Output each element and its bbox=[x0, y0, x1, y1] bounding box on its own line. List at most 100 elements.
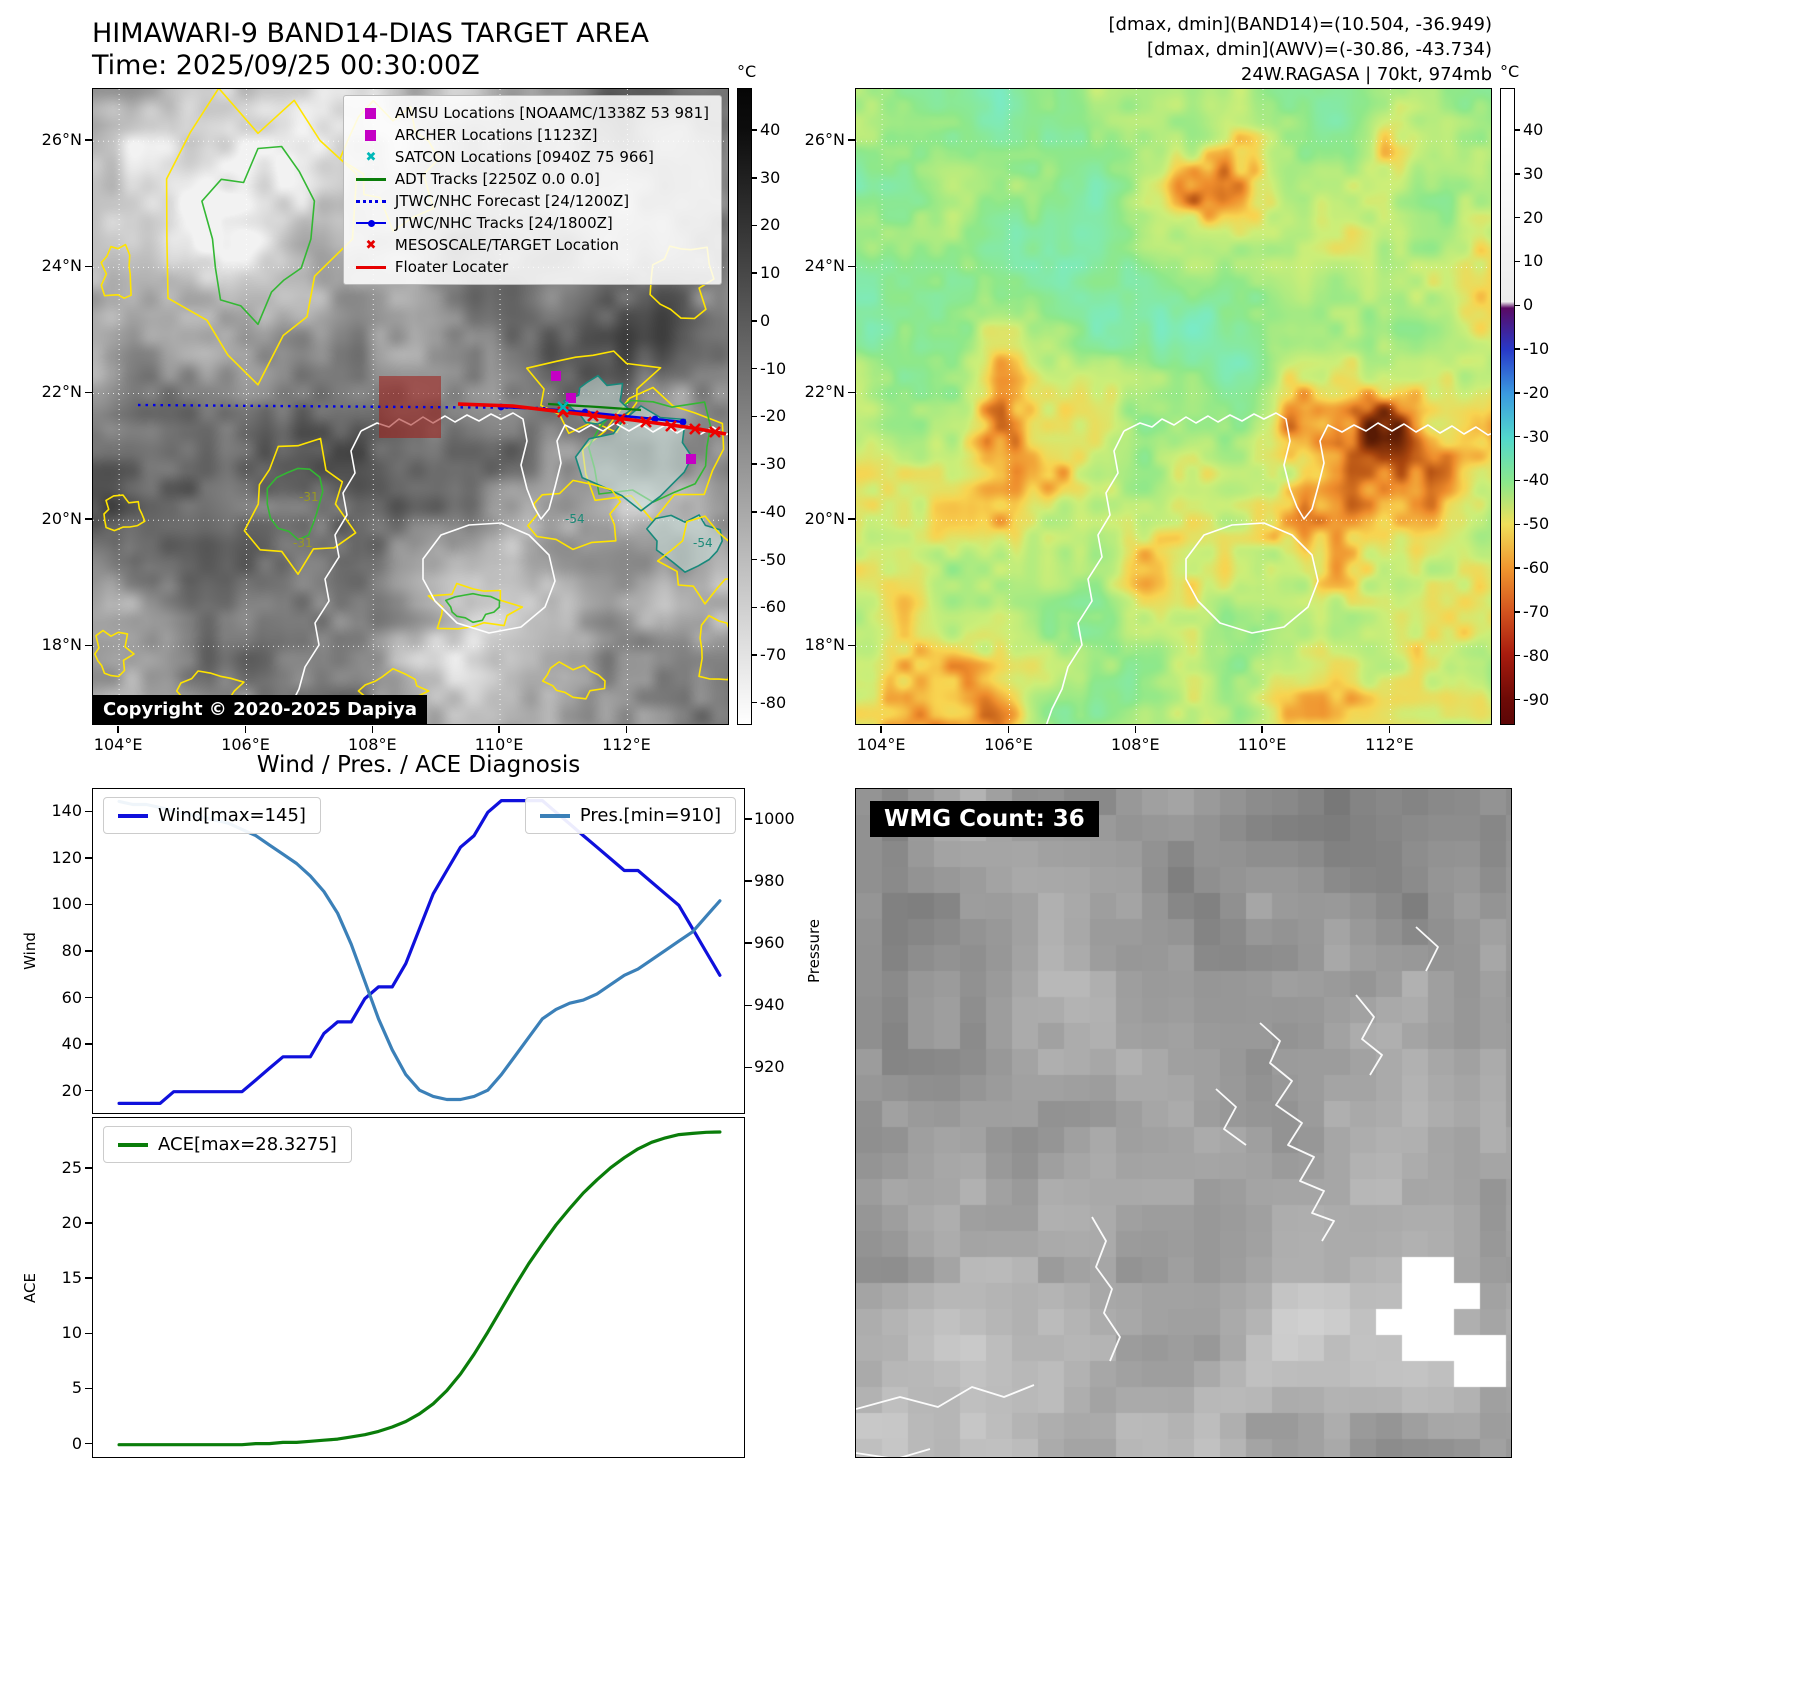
awv-colorbar-tick: 30 bbox=[1523, 163, 1544, 183]
pressure-axis-tick: 920 bbox=[754, 1057, 785, 1077]
coastline bbox=[1045, 430, 1125, 724]
band14-colorbar-tick: 0 bbox=[760, 310, 771, 330]
contour-value-label: -31 bbox=[293, 536, 313, 550]
ir-contour bbox=[201, 145, 316, 326]
jtwc-track-point bbox=[679, 418, 687, 426]
jtwc-track-point bbox=[651, 415, 659, 423]
legend-item-label: MESOSCALE/TARGET Location bbox=[394, 236, 619, 254]
band14-lat-tick: 26°N bbox=[41, 130, 82, 150]
ace-plot bbox=[117, 1130, 722, 1447]
pressure-axis-tickmark bbox=[745, 1004, 752, 1007]
band14-lon-tick: 104°E bbox=[93, 735, 143, 754]
awv-lat-tick: 22°N bbox=[804, 382, 845, 402]
jtwc-forecast-track bbox=[137, 403, 549, 410]
wind-legend: Wind[max=145] bbox=[103, 797, 321, 834]
coastline bbox=[1355, 994, 1383, 1076]
band14-colorbar-tickmark bbox=[752, 558, 757, 561]
mesoscale-target-marker bbox=[587, 410, 599, 422]
band14-colorbar-tickmark bbox=[752, 129, 757, 131]
band14-colorbar-tickmark bbox=[752, 511, 757, 513]
line-dot-blue-icon bbox=[356, 216, 386, 230]
awv-colorbar-tick: -90 bbox=[1523, 689, 1550, 709]
awv-colorbar-tickmark bbox=[1515, 523, 1520, 526]
awv-lat-tickmark bbox=[848, 139, 855, 141]
wind-pressure-chart: Wind[max=145] Pres.[min=910] bbox=[92, 788, 745, 1114]
band14-colorbar-tickmark bbox=[752, 367, 757, 370]
mesoscale-target-marker bbox=[640, 416, 652, 428]
awv-lat-tickmark bbox=[848, 391, 855, 394]
wind-pressure-plot bbox=[117, 799, 722, 1105]
ace-axis-tick: 25 bbox=[61, 1157, 82, 1177]
band14-colorbar-tickmark bbox=[752, 272, 757, 274]
wmg-microwave-image bbox=[856, 789, 1511, 1457]
mesoscale-target-marker bbox=[665, 420, 677, 432]
storm-info-block: [dmax, dmin](BAND14)=(10.504, -36.949) [… bbox=[900, 12, 1492, 87]
band14-colorbar-tickmark bbox=[752, 463, 757, 465]
band14-colorbar-tickmark bbox=[752, 415, 757, 418]
awv-colorbar-tickmark bbox=[1515, 567, 1520, 569]
contour-value-label: -31 bbox=[299, 490, 319, 504]
awv-colorbar-tick: 40 bbox=[1523, 120, 1544, 140]
awv-colorbar-tick: 20 bbox=[1523, 207, 1544, 227]
band14-lon-tick: 110°E bbox=[474, 735, 524, 754]
band14-colorbar-tick: -70 bbox=[760, 644, 787, 664]
legend-item-label: AMSU Locations [NOAAMC/1338Z 53 981] bbox=[394, 104, 709, 122]
awv-colorbar-tickmark bbox=[1515, 216, 1520, 219]
amsu-archer-marker bbox=[551, 371, 561, 381]
band14-colorbar-unit: °C bbox=[737, 62, 757, 81]
ir-contour bbox=[574, 405, 693, 512]
line-green-icon bbox=[356, 172, 386, 186]
line-red-icon bbox=[356, 260, 386, 274]
ir-contour bbox=[266, 467, 324, 541]
band14-lat-tickmark bbox=[85, 139, 92, 141]
ace-axis-tickmark bbox=[85, 1332, 92, 1335]
ace-legend-swatch bbox=[118, 1142, 148, 1147]
wind-axis-tickmark bbox=[85, 857, 92, 859]
band14-map-overlay: -54 -54 -31 -31 bbox=[93, 89, 728, 724]
wmg-panel: WMG Count: 36 bbox=[855, 788, 1512, 1458]
ace-axis-tick: 20 bbox=[61, 1212, 82, 1232]
wind-axis-tick: 20 bbox=[61, 1080, 82, 1100]
ace-axis-tickmark bbox=[85, 1387, 92, 1390]
wind-axis-tick: 60 bbox=[61, 987, 82, 1007]
coastline bbox=[282, 430, 362, 724]
coastline bbox=[1215, 1088, 1247, 1146]
band14-colorbar-tickmark bbox=[752, 320, 757, 322]
legend-item-label: SATCON Locations [0940Z 75 966] bbox=[394, 148, 654, 166]
awv-lon-tick: 112°E bbox=[1365, 735, 1414, 754]
legend-item-label: JTWC/NHC Tracks [24/1800Z] bbox=[394, 214, 613, 232]
wind-legend-swatch bbox=[118, 813, 148, 818]
wind-axis-tickmark bbox=[85, 1089, 92, 1092]
awv-colorbar-tickmark bbox=[1515, 260, 1520, 263]
wind-axis-tickmark bbox=[85, 996, 92, 999]
wind-axis-tick: 140 bbox=[51, 801, 82, 821]
awv-colorbar-tick: -30 bbox=[1523, 426, 1550, 446]
coastline bbox=[1091, 1216, 1121, 1362]
pressure-axis-tickmark bbox=[745, 818, 752, 820]
coastline bbox=[1415, 926, 1439, 972]
coastline bbox=[1259, 1022, 1335, 1242]
band14-lon-tickmark bbox=[371, 726, 374, 733]
legend-item: ✖ MESOSCALE/TARGET Location bbox=[356, 236, 709, 254]
awv-colorbar-tick: 0 bbox=[1523, 295, 1534, 315]
ace-axis-tick: 10 bbox=[61, 1323, 82, 1343]
band14-colorbar-tick: -30 bbox=[760, 454, 787, 474]
coastline bbox=[1185, 522, 1319, 634]
awv-colorbar bbox=[1500, 88, 1515, 725]
band14-panel-title: HIMAWARI-9 BAND14-DIAS TARGET AREA bbox=[92, 18, 649, 49]
awv-colorbar-tick: -60 bbox=[1523, 558, 1550, 578]
band14-colorbar bbox=[737, 88, 752, 725]
awv-colorbar-tickmark bbox=[1515, 173, 1520, 175]
awv-lon-tickmark bbox=[880, 726, 882, 733]
awv-colorbar-tickmark bbox=[1515, 348, 1520, 350]
copyright-banner: Copyright © 2020-2025 Dapiya bbox=[93, 695, 428, 724]
legend-item: JTWC/NHC Tracks [24/1800Z] bbox=[356, 214, 709, 232]
awv-lon-tick: 110°E bbox=[1237, 735, 1287, 754]
legend-item: ARCHER Locations [1123Z] bbox=[356, 126, 709, 144]
mesoscale-target-marker bbox=[689, 423, 701, 435]
ace-axis-tickmark bbox=[85, 1167, 92, 1169]
wmg-overlay bbox=[856, 926, 1439, 1457]
wind-axis-tick: 100 bbox=[51, 894, 82, 914]
wind-axis-tick: 120 bbox=[51, 847, 82, 867]
legend-item: ADT Tracks [2250Z 0.0 0.0] bbox=[356, 170, 709, 188]
